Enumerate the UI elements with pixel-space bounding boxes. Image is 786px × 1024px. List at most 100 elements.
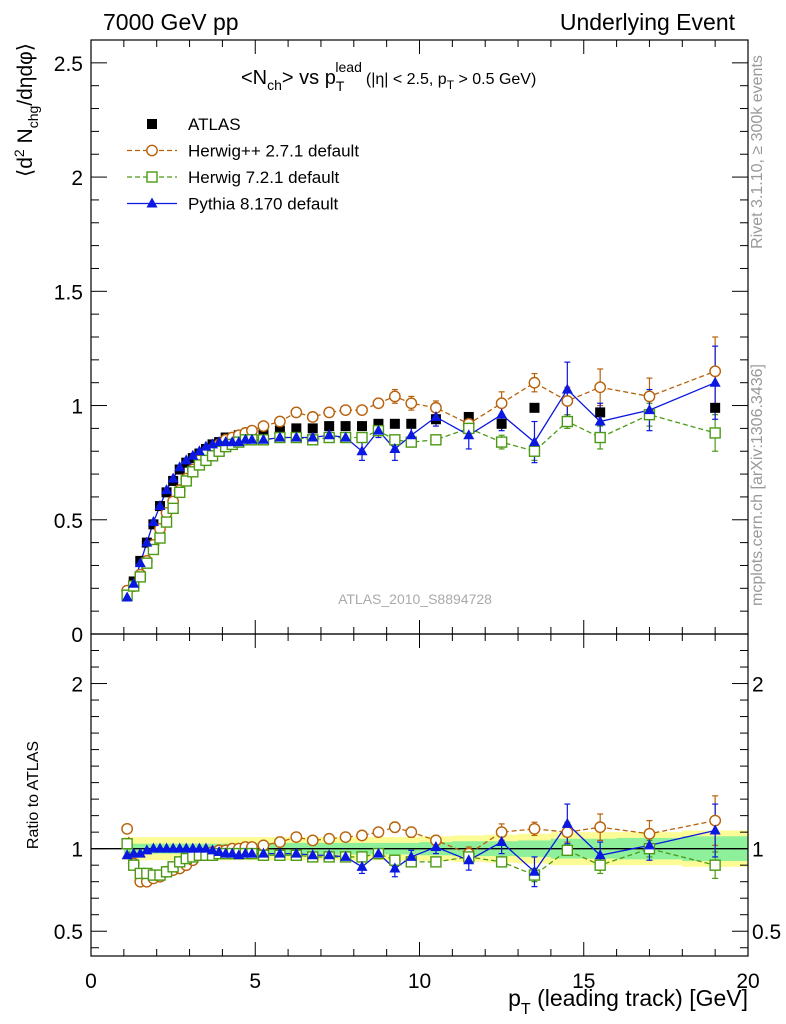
xlabel-rest: (leading track) [GeV] <box>531 985 748 1011</box>
data-point <box>307 423 318 434</box>
data-point <box>463 411 474 422</box>
data-point <box>709 365 722 378</box>
data-point <box>187 466 199 478</box>
legend-label: Pythia 8.170 default <box>188 195 339 214</box>
ylabel-c: /dηdφ⟩ <box>14 43 37 106</box>
data-point <box>154 532 166 544</box>
xlabel-T: T <box>521 1001 531 1018</box>
data-point <box>147 543 160 556</box>
ratio-frame <box>90 633 749 957</box>
title-ch: ch <box>267 77 282 93</box>
ratio-ytick-label-right: 2 <box>752 674 764 697</box>
ratio-point <box>257 847 269 858</box>
data-point <box>561 383 573 394</box>
data-point <box>340 421 351 432</box>
ratio-point <box>128 859 140 871</box>
ratio-point <box>213 845 225 856</box>
xlabel-p: p <box>508 985 521 1011</box>
ratio-ylabel: Ratio to ATLAS <box>25 741 42 849</box>
ratio-xtick-label: 15 <box>572 970 595 993</box>
ratio-point <box>290 847 302 858</box>
main-panel: 0 0.5 1 1.5 2 2.5 ATLAS Herwig++ 2.7.1 default H… <box>54 39 749 647</box>
data-point <box>180 454 192 465</box>
ratio-point <box>226 847 238 858</box>
rivet-label: Rivet 3.1.10, ≥ 300k events <box>749 55 766 249</box>
data-point <box>594 381 607 394</box>
legend-marker <box>146 171 158 183</box>
ratio-xtick-label: 5 <box>249 970 261 993</box>
ratio-point <box>405 850 417 861</box>
mcplots-label: mcplots.cern.ch [arXiv:1306.3436] <box>749 364 766 606</box>
ratio-point <box>134 847 146 858</box>
ratio-point <box>356 860 368 871</box>
data-point <box>528 376 541 389</box>
data-point <box>257 420 270 432</box>
main-ytick-label: 1 <box>71 396 83 419</box>
data-point <box>324 421 335 432</box>
ratio-point <box>709 824 721 835</box>
data-point <box>430 434 442 446</box>
data-point <box>561 395 574 407</box>
ratio-ytick-label: 2 <box>71 674 83 697</box>
data-point <box>372 424 384 435</box>
legend-entry: ATLAS <box>147 115 241 134</box>
data-point <box>187 449 199 460</box>
data-point <box>339 404 352 417</box>
data-point <box>173 486 186 499</box>
series-line <box>126 370 716 592</box>
ratio-ytick-label: 0.5 <box>54 921 83 944</box>
ratio-point <box>307 849 319 860</box>
ratio-point <box>495 856 508 868</box>
title-lead: lead <box>335 59 361 75</box>
data-point <box>193 445 205 456</box>
ratio-panel: 0 5 10 15 20 0.5 0.5 1 1 2 2 <box>54 633 781 993</box>
ratio-ytick-label-right: 1 <box>752 839 764 862</box>
ratio-point <box>323 849 335 860</box>
data-point <box>134 571 146 583</box>
data-point <box>495 397 508 410</box>
x-axis-label: pT (leading track) [GeV] <box>508 985 748 1018</box>
data-point <box>141 536 153 547</box>
data-point <box>356 431 368 444</box>
data-point <box>710 402 721 413</box>
data-point <box>373 418 384 429</box>
ratio-point <box>306 834 319 847</box>
data-point <box>709 376 721 387</box>
title-cuts1: (|η| < 2.5, p <box>366 71 447 88</box>
data-point <box>528 445 541 457</box>
legend-marker <box>146 144 158 157</box>
data-point <box>160 516 173 528</box>
ratio-point <box>388 821 401 834</box>
data-point <box>167 472 179 483</box>
data-point <box>709 427 721 439</box>
ratio-point <box>430 856 442 868</box>
main-ytick-label: 0 <box>71 624 83 647</box>
data-point <box>388 390 401 403</box>
main-ytick-label: 2.5 <box>54 53 83 76</box>
data-point <box>147 516 159 527</box>
main-series-layer <box>121 336 722 602</box>
data-point <box>128 577 140 588</box>
ratio-point <box>372 826 385 839</box>
data-point <box>306 411 319 423</box>
ratio-point <box>594 859 606 871</box>
data-point <box>167 502 179 515</box>
data-point <box>643 404 655 415</box>
ratio-point <box>495 826 508 839</box>
data-point <box>389 442 401 453</box>
data-point <box>496 418 507 429</box>
ratio-point <box>594 821 607 834</box>
data-point <box>406 418 417 429</box>
ratio-point <box>246 847 258 858</box>
data-point <box>274 425 285 436</box>
data-point <box>463 429 475 440</box>
ratio-point <box>496 836 508 847</box>
data-point <box>246 433 258 444</box>
data-point <box>495 436 508 448</box>
data-point <box>307 431 319 442</box>
analysis-watermark: ATLAS_2010_S8894728 <box>338 591 492 607</box>
ratio-xtick-label: 0 <box>85 970 97 993</box>
ratio-point <box>430 841 442 852</box>
data-point <box>273 415 286 428</box>
